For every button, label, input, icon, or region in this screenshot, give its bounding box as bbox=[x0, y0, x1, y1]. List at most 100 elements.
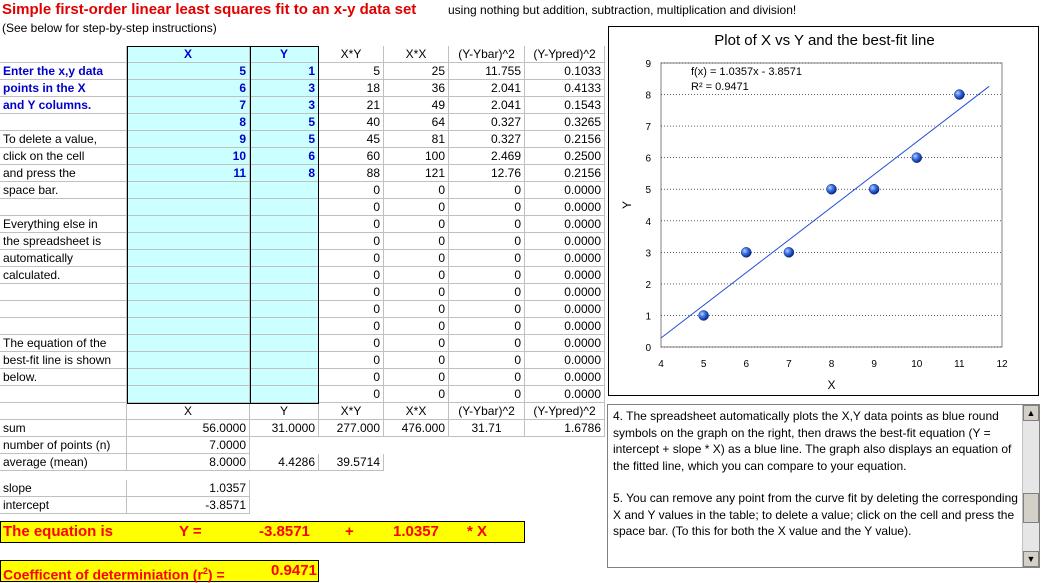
instruction-cell[interactable]: the spreadsheet is bbox=[0, 233, 127, 250]
header-blank-cell[interactable] bbox=[0, 46, 127, 63]
ypred-cell[interactable]: 0.0000 bbox=[525, 369, 605, 386]
equation-intercept[interactable]: -3.8571 bbox=[259, 523, 310, 540]
ybar-cell[interactable]: 2.041 bbox=[449, 80, 525, 97]
ybar-cell[interactable]: 0 bbox=[449, 284, 525, 301]
ypred-cell[interactable]: 0.0000 bbox=[525, 250, 605, 267]
xx-cell[interactable]: 0 bbox=[384, 250, 449, 267]
x-input-cell[interactable] bbox=[127, 267, 250, 284]
xy-cell[interactable]: 60 bbox=[319, 148, 384, 165]
summary-header-xx[interactable]: X*X bbox=[384, 403, 449, 420]
xx-cell[interactable]: 0 bbox=[384, 369, 449, 386]
xx-cell[interactable]: 0 bbox=[384, 267, 449, 284]
instruction-cell[interactable]: Enter the x,y data bbox=[0, 63, 127, 80]
summary-header-y[interactable]: Y bbox=[250, 403, 319, 420]
x-input-cell[interactable]: 11 bbox=[127, 165, 250, 182]
xx-cell[interactable]: 25 bbox=[384, 63, 449, 80]
x-input-cell[interactable]: 6 bbox=[127, 80, 250, 97]
ybar-cell[interactable]: 0 bbox=[449, 182, 525, 199]
intercept-label[interactable]: intercept bbox=[0, 497, 127, 514]
ypred-cell[interactable]: 0.0000 bbox=[525, 284, 605, 301]
x-input-cell[interactable]: 10 bbox=[127, 148, 250, 165]
instruction-cell[interactable] bbox=[0, 284, 127, 301]
xx-cell[interactable]: 0 bbox=[384, 301, 449, 318]
instruction-cell[interactable]: below. bbox=[0, 369, 127, 386]
ybar-cell[interactable]: 11.755 bbox=[449, 63, 525, 80]
instructions-textbox[interactable]: 4. The spreadsheet automatically plots t… bbox=[607, 404, 1040, 568]
sum-label[interactable]: sum bbox=[0, 420, 127, 437]
instruction-cell[interactable]: The equation of the bbox=[0, 335, 127, 352]
summary-header-ypred[interactable]: (Y-Ypred)^2 bbox=[525, 403, 605, 420]
header-xy[interactable]: X*Y bbox=[319, 46, 384, 63]
xy-cell[interactable]: 0 bbox=[319, 233, 384, 250]
avg-x[interactable]: 8.0000 bbox=[127, 454, 250, 471]
ypred-cell[interactable]: 0.3265 bbox=[525, 114, 605, 131]
ybar-cell[interactable]: 0 bbox=[449, 233, 525, 250]
vertical-scrollbar[interactable]: ▲ ▼ bbox=[1022, 405, 1039, 567]
ypred-cell[interactable]: 0.0000 bbox=[525, 318, 605, 335]
xy-cell[interactable]: 0 bbox=[319, 369, 384, 386]
ybar-cell[interactable]: 2.469 bbox=[449, 148, 525, 165]
ypred-cell[interactable]: 0.2156 bbox=[525, 165, 605, 182]
summary-blank[interactable] bbox=[0, 403, 127, 420]
r2-value[interactable]: 0.9471 bbox=[271, 562, 317, 579]
instruction-cell[interactable]: best-fit line is shown bbox=[0, 352, 127, 369]
xy-cell[interactable]: 21 bbox=[319, 97, 384, 114]
xx-cell[interactable]: 36 bbox=[384, 80, 449, 97]
xy-cell[interactable]: 45 bbox=[319, 131, 384, 148]
sum-y[interactable]: 31.0000 bbox=[250, 420, 319, 437]
x-input-cell[interactable]: 5 bbox=[127, 63, 250, 80]
xx-cell[interactable]: 0 bbox=[384, 318, 449, 335]
xy-cell[interactable]: 0 bbox=[319, 386, 384, 403]
xx-cell[interactable]: 100 bbox=[384, 148, 449, 165]
xx-cell[interactable]: 121 bbox=[384, 165, 449, 182]
instruction-cell[interactable]: and press the bbox=[0, 165, 127, 182]
xy-cell[interactable]: 0 bbox=[319, 284, 384, 301]
xy-cell[interactable]: 0 bbox=[319, 318, 384, 335]
ypred-cell[interactable]: 0.0000 bbox=[525, 386, 605, 403]
x-input-cell[interactable] bbox=[127, 301, 250, 318]
ybar-cell[interactable]: 0 bbox=[449, 267, 525, 284]
x-input-cell[interactable] bbox=[127, 250, 250, 267]
x-input-cell[interactable] bbox=[127, 284, 250, 301]
ybar-cell[interactable]: 12.76 bbox=[449, 165, 525, 182]
xy-cell[interactable]: 0 bbox=[319, 352, 384, 369]
xy-cell[interactable]: 0 bbox=[319, 216, 384, 233]
scroll-thumb[interactable] bbox=[1023, 493, 1039, 523]
xy-cell[interactable]: 0 bbox=[319, 267, 384, 284]
xy-cell[interactable]: 0 bbox=[319, 182, 384, 199]
summary-header-x[interactable]: X bbox=[127, 403, 250, 420]
ypred-cell[interactable]: 0.0000 bbox=[525, 182, 605, 199]
header-ybar[interactable]: (Y-Ybar)^2 bbox=[449, 46, 525, 63]
sum-xy[interactable]: 277.000 bbox=[319, 420, 384, 437]
ybar-cell[interactable]: 0 bbox=[449, 386, 525, 403]
xy-cell[interactable]: 0 bbox=[319, 250, 384, 267]
instruction-cell[interactable] bbox=[0, 114, 127, 131]
sum-xx[interactable]: 476.000 bbox=[384, 420, 449, 437]
avg-xy[interactable]: 39.5714 bbox=[319, 454, 384, 471]
xx-cell[interactable]: 49 bbox=[384, 97, 449, 114]
xy-cell[interactable]: 40 bbox=[319, 114, 384, 131]
xx-cell[interactable]: 0 bbox=[384, 352, 449, 369]
ypred-cell[interactable]: 0.0000 bbox=[525, 335, 605, 352]
ypred-cell[interactable]: 0.0000 bbox=[525, 267, 605, 284]
xx-cell[interactable]: 0 bbox=[384, 216, 449, 233]
xy-cell[interactable]: 0 bbox=[319, 335, 384, 352]
xx-cell[interactable]: 0 bbox=[384, 182, 449, 199]
xx-cell[interactable]: 0 bbox=[384, 199, 449, 216]
instruction-cell[interactable] bbox=[0, 318, 127, 335]
ybar-cell[interactable]: 0.327 bbox=[449, 114, 525, 131]
ybar-cell[interactable]: 0 bbox=[449, 250, 525, 267]
avg-label[interactable]: average (mean) bbox=[0, 454, 127, 471]
xy-cell[interactable]: 18 bbox=[319, 80, 384, 97]
x-input-cell[interactable] bbox=[127, 216, 250, 233]
instruction-cell[interactable] bbox=[0, 199, 127, 216]
instruction-cell[interactable]: To delete a value, bbox=[0, 131, 127, 148]
x-input-cell[interactable] bbox=[127, 369, 250, 386]
x-input-cell[interactable]: 7 bbox=[127, 97, 250, 114]
slope-label[interactable]: slope bbox=[0, 480, 127, 497]
ypred-cell[interactable]: 0.0000 bbox=[525, 233, 605, 250]
x-input-cell[interactable] bbox=[127, 386, 250, 403]
sum-x[interactable]: 56.0000 bbox=[127, 420, 250, 437]
ybar-cell[interactable]: 0 bbox=[449, 352, 525, 369]
instruction-cell[interactable] bbox=[0, 301, 127, 318]
